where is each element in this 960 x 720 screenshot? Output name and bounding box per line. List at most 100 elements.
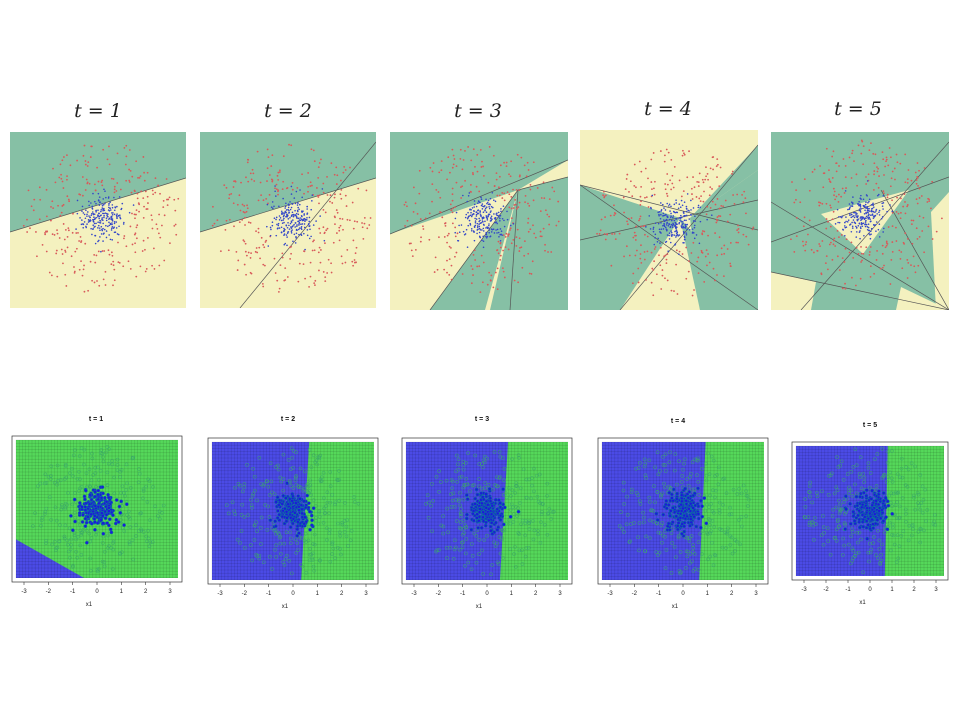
red-point: [150, 214, 153, 217]
blue-point: [97, 212, 100, 215]
blue-point: [674, 244, 676, 246]
red-point: [140, 190, 143, 193]
outer-point: [464, 525, 468, 530]
red-point: [78, 268, 81, 271]
red-point: [79, 236, 82, 238]
blue-point: [689, 213, 692, 216]
outer-point: [704, 473, 709, 478]
blue-point: [94, 234, 97, 237]
red-point: [403, 203, 406, 206]
red-point: [55, 252, 58, 255]
x-tick-label: 1: [510, 591, 514, 597]
red-point: [653, 260, 656, 263]
blue-point: [308, 216, 311, 219]
blue-point: [673, 203, 676, 206]
blue-point: [688, 218, 691, 220]
outer-point: [439, 480, 443, 484]
red-point: [363, 216, 366, 219]
blue-point: [878, 209, 881, 212]
blue-point: [103, 188, 105, 191]
blue-point: [469, 214, 472, 217]
outer-point: [96, 569, 100, 574]
outer-point: [728, 543, 733, 547]
blue-point: [110, 229, 113, 231]
outer-point: [437, 469, 442, 473]
red-point: [659, 150, 662, 152]
red-point: [717, 215, 720, 217]
red-point: [131, 175, 134, 178]
red-point: [877, 167, 880, 170]
red-point: [801, 240, 804, 243]
outer-point: [834, 538, 839, 543]
outer-point: [328, 484, 333, 489]
red-point: [284, 267, 287, 270]
blue-point: [866, 207, 869, 210]
blue-point: [870, 203, 873, 206]
red-point: [144, 270, 147, 273]
outer-point: [273, 547, 277, 552]
outer-point: [311, 453, 316, 458]
outer-point: [812, 516, 817, 520]
outer-point: [281, 452, 286, 457]
blue-point: [878, 211, 880, 214]
red-point: [151, 218, 153, 221]
red-point: [66, 178, 68, 181]
red-point: [682, 190, 685, 192]
red-point: [32, 209, 35, 212]
red-point: [60, 248, 63, 251]
red-point: [134, 217, 136, 220]
red-point: [664, 183, 667, 185]
blue-point: [500, 230, 503, 232]
outer-point: [130, 538, 135, 543]
red-point: [116, 152, 119, 155]
red-point: [157, 184, 160, 187]
red-point: [640, 170, 643, 173]
red-point: [540, 235, 543, 238]
blue-point: [870, 210, 873, 213]
inner-point: [303, 515, 307, 520]
blue-point: [304, 248, 306, 251]
outer-point: [261, 560, 266, 565]
blue-point: [108, 221, 110, 224]
blue-point: [665, 224, 668, 226]
red-point: [66, 246, 69, 249]
x-axis-label: x1: [672, 604, 679, 610]
red-point: [833, 194, 835, 197]
blue-point: [297, 220, 300, 223]
blue-point: [91, 208, 94, 210]
blue-point: [297, 202, 299, 204]
blue-point: [97, 209, 99, 211]
red-point: [715, 165, 718, 168]
blue-point: [485, 216, 488, 219]
outer-point: [709, 529, 713, 534]
outer-point: [454, 469, 458, 474]
red-point: [653, 248, 656, 250]
red-point: [439, 196, 442, 199]
outer-point: [837, 498, 841, 503]
inner-point: [78, 501, 82, 505]
red-point: [138, 210, 140, 213]
red-point: [420, 236, 422, 239]
red-point: [505, 161, 508, 164]
blue-point: [92, 192, 94, 195]
blue-point: [290, 193, 293, 195]
inner-point: [275, 495, 280, 500]
inner-point: [667, 528, 672, 532]
blue-point: [499, 214, 502, 217]
outer-point: [655, 450, 660, 455]
red-point: [345, 205, 348, 207]
red-point: [279, 169, 281, 172]
outer-point: [261, 483, 266, 488]
red-point: [133, 189, 136, 192]
red-point: [655, 273, 658, 276]
red-point: [653, 180, 656, 183]
inner-point: [84, 540, 89, 545]
red-point: [351, 260, 354, 263]
blue-point: [882, 202, 885, 204]
blue-point: [866, 195, 868, 197]
blue-point: [485, 237, 488, 239]
red-point: [135, 213, 137, 216]
outer-point: [74, 549, 78, 554]
red-point: [113, 191, 116, 194]
blue-point: [290, 215, 293, 217]
